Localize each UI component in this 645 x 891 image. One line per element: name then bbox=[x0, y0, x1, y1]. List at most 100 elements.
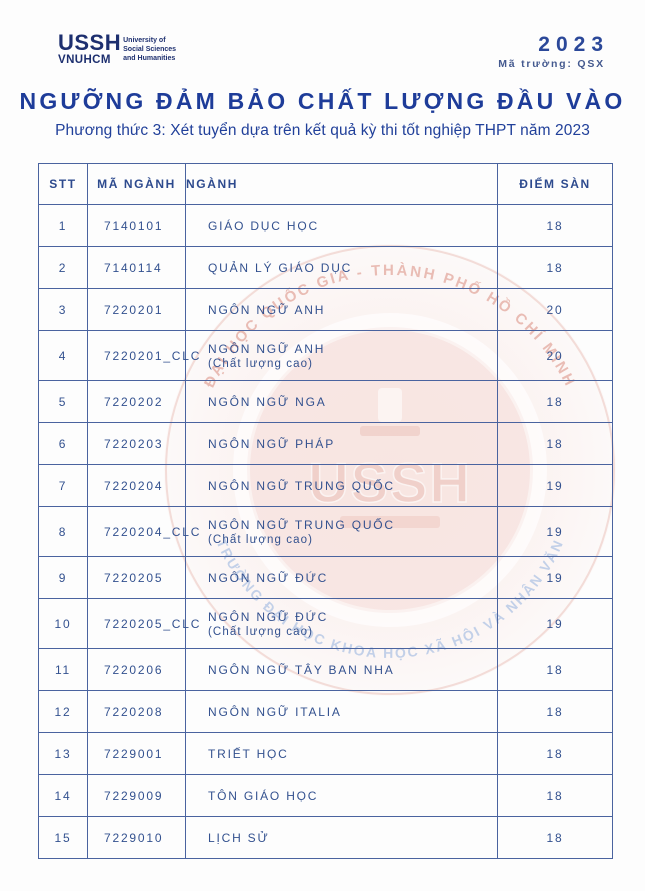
logo-subtitle-line3: and Humanities bbox=[123, 55, 176, 63]
row-code: 7220202 bbox=[88, 381, 186, 422]
header-stt: STT bbox=[39, 164, 88, 204]
row-code: 7220205_CLC bbox=[88, 599, 199, 648]
table-row: 12 7220208 NGÔN NGỮ ITALIA 18 bbox=[39, 690, 612, 732]
logo-subtitle: University of Social Sciences and Humani… bbox=[123, 33, 176, 63]
row-code: 7220208 bbox=[88, 691, 186, 732]
row-name-cell: NGÔN NGỮ ITALIA bbox=[186, 691, 498, 732]
row-name-cell: NGÔN NGỮ ĐỨC (Chất lượng cao) bbox=[186, 599, 498, 648]
row-name: NGÔN NGỮ TRUNG QUỐC bbox=[208, 478, 395, 493]
logo-org: VNUHCM bbox=[58, 54, 111, 67]
table-row: 14 7229009 TÔN GIÁO HỌC 18 bbox=[39, 774, 612, 816]
row-name: NGÔN NGỮ NGA bbox=[208, 394, 327, 409]
row-name-cell: GIÁO DỤC HỌC bbox=[186, 205, 498, 246]
row-name-cell: NGÔN NGỮ TRUNG QUỐC bbox=[186, 465, 498, 506]
logo-subtitle-line2: Social Sciences bbox=[123, 46, 177, 54]
logo-main: USSH VNUHCM bbox=[58, 30, 122, 67]
row-note: (Chất lượng cao) bbox=[208, 625, 314, 638]
row-name: NGÔN NGỮ PHÁP bbox=[208, 436, 335, 451]
row-code: 7220205 bbox=[88, 557, 186, 598]
header-right: 2023 Mã trường: QSX bbox=[498, 33, 603, 70]
row-name: NGÔN NGỮ ITALIA bbox=[208, 704, 342, 719]
row-code: 7220204 bbox=[88, 465, 186, 506]
row-score: 18 bbox=[546, 662, 564, 677]
row-name: NGÔN NGỮ TRUNG QUỐC bbox=[208, 517, 395, 532]
row-code: 7229010 bbox=[88, 817, 186, 858]
row-stt: 15 bbox=[39, 817, 88, 858]
row-score: 18 bbox=[546, 788, 564, 803]
row-name-cell: NGÔN NGỮ ANH (Chất lượng cao) bbox=[186, 331, 498, 380]
row-name: NGÔN NGỮ ANH bbox=[208, 341, 326, 356]
row-code: 7220206 bbox=[88, 649, 186, 690]
page-subtitle: Phương thức 3: Xét tuyển dựa trên kết qu… bbox=[55, 122, 590, 139]
row-name: NGÔN NGỮ ĐỨC bbox=[208, 570, 329, 585]
row-score: 18 bbox=[546, 746, 564, 761]
row-name-cell: QUẢN LÝ GIÁO DỤC bbox=[186, 247, 498, 288]
page-title: NGƯỠNG ĐẢM BẢO CHẤT LƯỢNG ĐẦU VÀO bbox=[19, 88, 626, 114]
row-stt: 9 bbox=[39, 557, 88, 598]
row-name-cell: NGÔN NGỮ PHÁP bbox=[186, 423, 498, 464]
table-row: 7 7220204 NGÔN NGỮ TRUNG QUỐC 19 bbox=[39, 464, 612, 506]
row-score: 18 bbox=[546, 830, 564, 845]
logo-acronym: USSH bbox=[58, 30, 122, 55]
row-stt: 1 bbox=[39, 205, 88, 246]
document-header: USSH VNUHCM University of Social Science… bbox=[58, 30, 603, 70]
row-name: TÔN GIÁO HỌC bbox=[208, 788, 319, 803]
table-row: 5 7220202 NGÔN NGỮ NGA 18 bbox=[39, 380, 612, 422]
row-stt: 10 bbox=[39, 599, 88, 648]
row-code: 7220201_CLC bbox=[88, 331, 199, 380]
logo-subtitle-line1: University of bbox=[123, 37, 166, 44]
row-name: NGÔN NGỮ ANH bbox=[208, 302, 326, 317]
row-name-cell: TÔN GIÁO HỌC bbox=[186, 775, 498, 816]
ussh-logo: USSH VNUHCM University of Social Science… bbox=[58, 30, 176, 67]
row-code: 7220204_CLC bbox=[88, 507, 199, 556]
row-score: 18 bbox=[546, 704, 564, 719]
admission-table: STT MÃ NGÀNH NGÀNH ĐIỂM SÀN 1 7140101 GI… bbox=[38, 163, 613, 859]
row-stt: 13 bbox=[39, 733, 88, 774]
row-stt: 8 bbox=[39, 507, 88, 556]
row-name: QUẢN LÝ GIÁO DỤC bbox=[208, 260, 353, 275]
row-score: 19 bbox=[546, 570, 564, 585]
row-stt: 14 bbox=[39, 775, 88, 816]
row-name: NGÔN NGỮ TÂY BAN NHA bbox=[208, 662, 395, 677]
row-name: TRIẾT HỌC bbox=[208, 746, 289, 761]
row-name: LỊCH SỬ bbox=[208, 830, 270, 845]
row-stt: 4 bbox=[39, 331, 88, 380]
row-note: (Chất lượng cao) bbox=[208, 533, 314, 546]
table-row: 2 7140114 QUẢN LÝ GIÁO DỤC 18 bbox=[39, 246, 612, 288]
table-row: 4 7220201_CLC NGÔN NGỮ ANH (Chất lượng c… bbox=[39, 330, 612, 380]
row-score: 18 bbox=[546, 260, 564, 275]
row-code: 7220203 bbox=[88, 423, 186, 464]
row-score: 20 bbox=[546, 302, 564, 317]
header-name: NGÀNH bbox=[186, 164, 498, 204]
table-row: 3 7220201 NGÔN NGỮ ANH 20 bbox=[39, 288, 612, 330]
school-code-label: Mã trường: QSX bbox=[498, 58, 605, 70]
row-stt: 3 bbox=[39, 289, 88, 330]
row-score: 20 bbox=[546, 348, 564, 363]
row-code: 7140101 bbox=[88, 205, 186, 246]
row-name: GIÁO DỤC HỌC bbox=[208, 218, 319, 233]
row-name-cell: TRIẾT HỌC bbox=[186, 733, 498, 774]
header-score: ĐIỂM SÀN bbox=[519, 177, 591, 191]
row-stt: 6 bbox=[39, 423, 88, 464]
table-row: 9 7220205 NGÔN NGỮ ĐỨC 19 bbox=[39, 556, 612, 598]
row-code: 7220201 bbox=[88, 289, 186, 330]
row-name-cell: NGÔN NGỮ ANH bbox=[186, 289, 498, 330]
row-name: NGÔN NGỮ ĐỨC bbox=[208, 609, 329, 624]
table-row: 1 7140101 GIÁO DỤC HỌC 18 bbox=[39, 204, 612, 246]
row-score: 19 bbox=[546, 616, 564, 631]
row-stt: 12 bbox=[39, 691, 88, 732]
row-code: 7229001 bbox=[88, 733, 186, 774]
row-score: 19 bbox=[546, 478, 564, 493]
row-stt: 2 bbox=[39, 247, 88, 288]
table-header-row: STT MÃ NGÀNH NGÀNH ĐIỂM SÀN bbox=[39, 164, 612, 204]
row-name-cell: NGÔN NGỮ TRUNG QUỐC (Chất lượng cao) bbox=[186, 507, 498, 556]
table-row: 8 7220204_CLC NGÔN NGỮ TRUNG QUỐC (Chất … bbox=[39, 506, 612, 556]
table-row: 15 7229010 LỊCH SỬ 18 bbox=[39, 816, 612, 858]
year-label: 2023 bbox=[538, 33, 609, 56]
table-row: 13 7229001 TRIẾT HỌC 18 bbox=[39, 732, 612, 774]
row-code: 7140114 bbox=[88, 247, 186, 288]
row-name-cell: LỊCH SỬ bbox=[186, 817, 498, 858]
table-row: 10 7220205_CLC NGÔN NGỮ ĐỨC (Chất lượng … bbox=[39, 598, 612, 648]
header-code: MÃ NGÀNH bbox=[88, 164, 186, 204]
